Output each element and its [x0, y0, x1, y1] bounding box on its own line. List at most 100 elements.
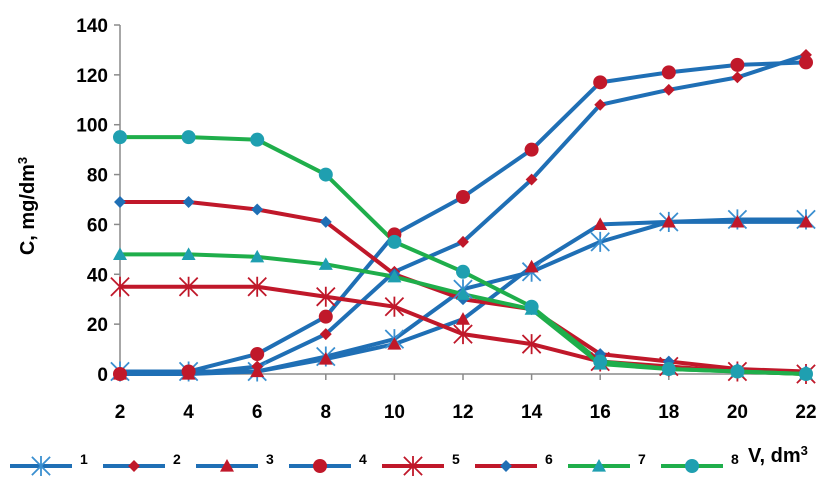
- series-6-point: [594, 348, 607, 361]
- series-4-point: [456, 190, 470, 205]
- series-8-point: [456, 264, 470, 279]
- series-6-point: [319, 215, 332, 228]
- series-7-point: [113, 247, 127, 260]
- series-6-point: [251, 203, 264, 216]
- y-axis-title-superscript: 3: [15, 157, 30, 164]
- series-5-point: [247, 276, 267, 297]
- series-4-point: [318, 309, 333, 324]
- series-3-point: [730, 214, 745, 228]
- axes: 0 20 40 60 80 100 120 140 2 4 6 8 10 12 14 16 18 20 22: [76, 16, 816, 423]
- series-3-point: [250, 364, 265, 378]
- x-tick-label: 22: [795, 402, 816, 423]
- x-axis-title-superscript: 3: [801, 443, 808, 458]
- legend-label-8: 8: [731, 451, 739, 467]
- series-7-point: [318, 257, 333, 270]
- series-2-point: [319, 328, 332, 341]
- y-tick-label: 60: [87, 215, 108, 236]
- x-tick-label: 10: [384, 402, 405, 423]
- series-3-point: [799, 214, 813, 228]
- y-tick-label: 100: [76, 116, 108, 137]
- series-4-point: [250, 347, 265, 362]
- series-3-point: [318, 352, 333, 365]
- legend-label-4: 4: [359, 451, 367, 467]
- series-6-point: [114, 196, 126, 208]
- legend-label-3: 3: [266, 451, 274, 467]
- x-tick-label: 20: [727, 402, 748, 423]
- series-4-point: [593, 75, 608, 90]
- series-5-point: [110, 276, 130, 297]
- x-axis-title: V, dm3: [748, 443, 808, 468]
- legend-marker-1: [31, 455, 51, 477]
- legend-marker-8: [685, 459, 699, 473]
- legend-marker-4: [313, 459, 327, 473]
- series-8-point: [250, 132, 265, 147]
- series-3-point: [593, 217, 608, 231]
- y-tick-label: 0: [97, 365, 108, 386]
- x-tick-label: 2: [115, 402, 126, 423]
- series-3-point: [387, 337, 402, 350]
- y-tick-label: 80: [87, 166, 108, 187]
- series-5-point: [178, 276, 199, 297]
- y-tick-label: 120: [76, 66, 108, 87]
- series-3-point: [661, 214, 676, 228]
- series-4-point: [113, 367, 127, 381]
- legend-label-6: 6: [545, 451, 553, 467]
- series-8-point: [730, 364, 745, 379]
- series-4-point: [181, 364, 196, 379]
- x-tick-label: 8: [321, 402, 332, 423]
- series-7-point: [181, 247, 196, 260]
- legend-marker-5: [403, 455, 423, 477]
- series-5-point: [316, 286, 336, 307]
- x-tick-label: 18: [658, 402, 679, 423]
- x-tick-label: 6: [252, 402, 263, 423]
- series-5-point: [384, 296, 405, 317]
- series-8-point: [181, 130, 196, 145]
- legend-marker-2: [128, 460, 140, 472]
- y-tick-label: 40: [87, 265, 108, 286]
- x-tick-label: 4: [183, 402, 194, 423]
- legend-marker-6: [500, 460, 512, 472]
- y-tick-label: 20: [87, 315, 108, 336]
- y-axis-title: C, mg/dm3: [15, 157, 40, 255]
- series-2-point: [731, 71, 744, 84]
- x-tick-label: 12: [452, 402, 473, 423]
- series-4-point: [730, 57, 745, 72]
- series-1-point: [590, 231, 610, 252]
- series-8-point: [387, 234, 402, 249]
- series-8-point: [318, 167, 333, 182]
- series-4-point: [799, 55, 813, 70]
- series-7-point: [456, 287, 470, 300]
- x-tick-label: 14: [521, 402, 543, 423]
- x-tick-label: 16: [590, 402, 611, 423]
- series-5-point: [521, 334, 542, 355]
- y-axis-title-text: C, mg/dm: [17, 164, 39, 255]
- series-2-point: [662, 83, 675, 96]
- legend-label-7: 7: [638, 451, 646, 467]
- y-tick-label: 140: [76, 16, 108, 37]
- series-4-point: [524, 142, 539, 157]
- legend-marker-3: [220, 459, 234, 472]
- series-8-point: [593, 354, 608, 369]
- series-8-point: [113, 130, 127, 145]
- legend-marker-7: [592, 459, 606, 472]
- series-2-point: [457, 235, 469, 248]
- series-7-point: [250, 249, 265, 263]
- series-5-point: [453, 324, 473, 345]
- series-6-point: [662, 355, 675, 368]
- legend-label-1: 1: [80, 451, 88, 467]
- series-2-point: [525, 173, 538, 186]
- legend-label-5: 5: [452, 451, 460, 467]
- series-3-point: [524, 259, 539, 273]
- series-2-point: [594, 98, 607, 111]
- legend-label-2: 2: [173, 451, 181, 467]
- legend: 1 2 3 4 5 6 7 8: [10, 451, 739, 477]
- series-8-point: [799, 367, 813, 381]
- series-8-point: [524, 299, 539, 314]
- series-8-point: [661, 362, 676, 377]
- series-7-point: [387, 269, 402, 283]
- series-6-point: [182, 196, 195, 208]
- series-4-point: [661, 65, 676, 80]
